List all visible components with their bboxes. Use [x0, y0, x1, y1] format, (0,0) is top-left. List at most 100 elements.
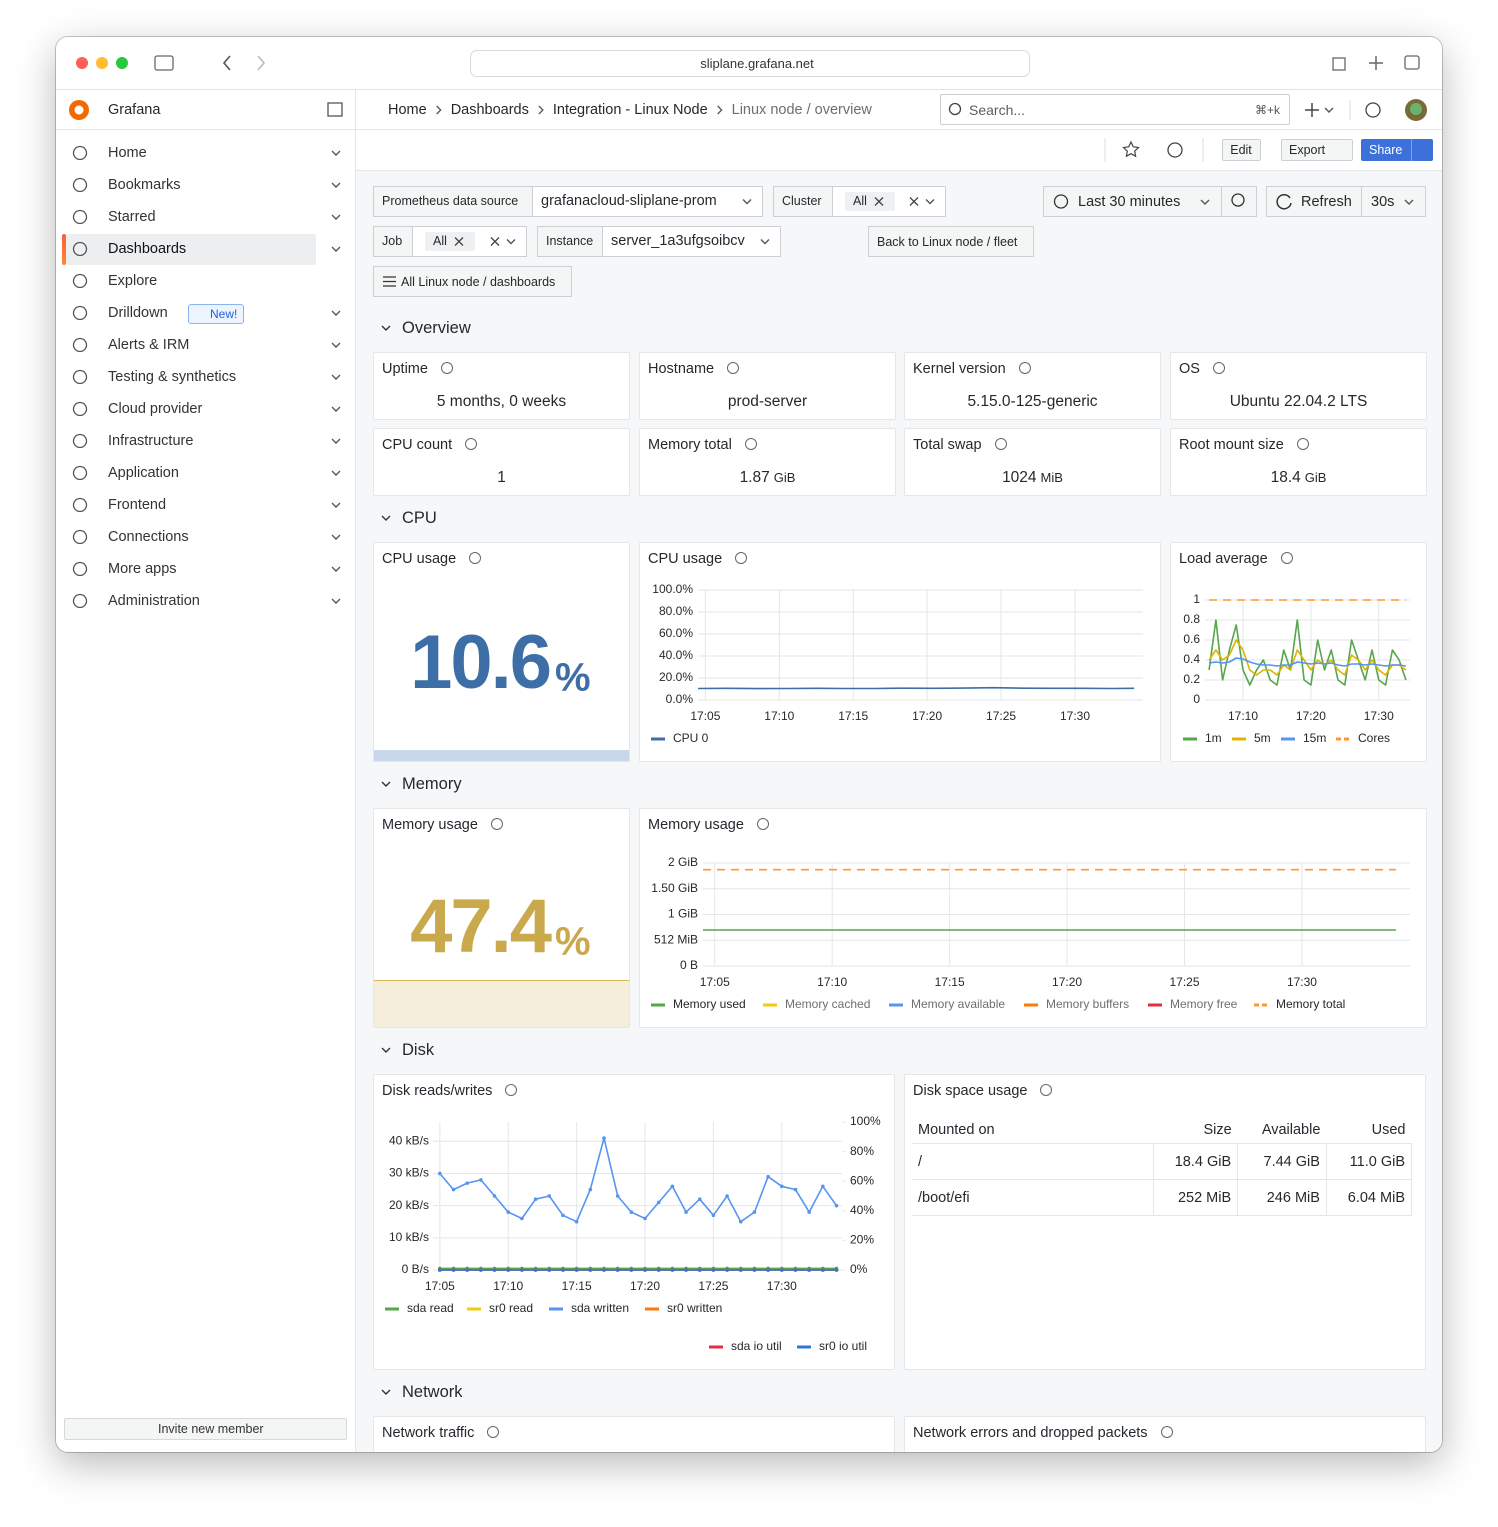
nav-item[interactable]: Frontend [108, 495, 166, 515]
disk-table: Mounted onSizeAvailableUsed/18.4 GiB7.44… [912, 1116, 1412, 1216]
dashboard-toolbar [356, 130, 1442, 171]
nav-item[interactable]: Dashboards [108, 239, 186, 259]
nav-item[interactable]: Infrastructure [108, 431, 193, 451]
info-icon [487, 1426, 499, 1438]
back-link: Back to Linux node / fleet [877, 232, 1017, 252]
nav-item[interactable]: Starred [108, 207, 156, 227]
nav-item[interactable]: Explore [108, 271, 157, 291]
breadcrumb[interactable]: Dashboards [451, 100, 529, 120]
row-title[interactable]: Disk [402, 1040, 434, 1060]
info-icon [1040, 1084, 1052, 1096]
variable-label: Instance [546, 231, 593, 251]
active-item-bar [62, 234, 66, 265]
stat-value: 18.4GiB [1171, 467, 1426, 489]
panel-header: Disk reads/writes [382, 1081, 517, 1101]
info-icon [441, 362, 453, 374]
panel-header: Memory usage [382, 815, 503, 835]
nav-item[interactable]: Application [108, 463, 179, 483]
panel-title: Network traffic [382, 1425, 474, 1441]
row-title[interactable]: Memory [402, 774, 462, 794]
nav-item[interactable]: Home [108, 143, 147, 163]
info-icon [757, 818, 769, 830]
panel: OSUbuntu 22.04.2 LTS [1170, 352, 1427, 420]
dashboards-link: All Linux node / dashboards [401, 272, 555, 292]
info-icon [505, 1084, 517, 1096]
info-icon [995, 438, 1007, 450]
stat-number: 1024 [1002, 469, 1036, 486]
panel-title: Kernel version [913, 361, 1006, 377]
panel-header: CPU usage [648, 549, 747, 569]
active-item-bg [66, 234, 316, 265]
variable-value: All [433, 231, 447, 251]
nav-item[interactable]: Administration [108, 591, 200, 611]
cpu-sparkline-fill [374, 750, 629, 761]
table-cell: 252 MiB [1153, 1180, 1237, 1216]
panel: Total swap 1024MiB [904, 428, 1161, 496]
panel-header: Total swap [913, 435, 1007, 455]
panel-title: Disk reads/writes [382, 1083, 492, 1099]
info-icon [1213, 362, 1225, 374]
stat-value: 5.15.0-125-generic [905, 391, 1160, 413]
panel-header: Hostname [648, 359, 739, 379]
stat-number: 5.15.0-125-generic [967, 393, 1097, 410]
info-icon [1281, 552, 1293, 564]
nav-item[interactable]: Cloud provider [108, 399, 202, 419]
panel: Load average [1170, 542, 1427, 762]
table-cell: /boot/efi [912, 1180, 1153, 1216]
column-header[interactable]: Used [1326, 1116, 1411, 1144]
edit-label: Edit [1230, 140, 1252, 160]
info-icon [1019, 362, 1031, 374]
table-cell: / [912, 1144, 1153, 1180]
panel-header: Network errors and dropped packets [913, 1423, 1173, 1443]
search-placeholder: Search... [969, 100, 1025, 120]
brand: Grafana [108, 100, 160, 120]
variable-value: grafanacloud-sliplane-prom [541, 191, 717, 211]
panel-title: Load average [1179, 551, 1268, 567]
nav-item[interactable]: Bookmarks [108, 175, 181, 195]
breadcrumb[interactable]: Integration - Linux Node [553, 100, 708, 120]
refresh-split [1361, 186, 1362, 217]
stat-value: 1024MiB [905, 467, 1160, 489]
column-header[interactable]: Size [1153, 1116, 1237, 1144]
variable-label: Job [382, 231, 402, 251]
stat-number: 5 months, 0 weeks [437, 393, 566, 410]
stat-number: 1.87 [740, 469, 770, 486]
info-icon [727, 362, 739, 374]
nav-item[interactable]: More apps [108, 559, 177, 579]
stat-value: 5 months, 0 weeks [374, 391, 629, 413]
panel: Disk reads/writes [373, 1074, 895, 1370]
info-icon [1297, 438, 1309, 450]
stat-value: 1 [374, 467, 629, 489]
column-header[interactable]: Mounted on [912, 1116, 1153, 1144]
panel-header: CPU count [382, 435, 477, 455]
stat-number: 18.4 [1271, 469, 1301, 486]
row-title[interactable]: Network [402, 1382, 463, 1402]
nav-item[interactable]: Testing & synthetics [108, 367, 236, 387]
panel-title: Memory total [648, 437, 732, 453]
panel: Memory total 1.87GiB [639, 428, 896, 496]
breadcrumb[interactable]: Home [388, 100, 427, 120]
nav-item[interactable]: Drilldown [108, 303, 168, 323]
panel-header: Load average [1179, 549, 1293, 569]
variable-label: Prometheus data source [382, 191, 518, 211]
row-title[interactable]: Overview [402, 318, 471, 338]
column-header[interactable]: Available [1238, 1116, 1327, 1144]
panel: CPU count 1 [373, 428, 630, 496]
table-cell: 6.04 MiB [1326, 1180, 1411, 1216]
stat-value: prod-server [640, 391, 895, 413]
variable-value: All [853, 191, 867, 211]
row-title[interactable]: CPU [402, 508, 437, 528]
stat-value: 1.87GiB [640, 467, 895, 489]
panel: Network traffic [373, 1416, 895, 1452]
stat-number: 1 [497, 469, 506, 486]
panel-title: Hostname [648, 361, 714, 377]
stat-number: prod-server [728, 393, 807, 410]
export-label: Export [1289, 140, 1325, 160]
nav-item[interactable]: Alerts & IRM [108, 335, 189, 355]
panel: Network errors and dropped packets [904, 1416, 1426, 1452]
variable-value: server_1a3ufgsoibcv [611, 231, 745, 251]
panel-title: Uptime [382, 361, 428, 377]
nav-item[interactable]: Connections [108, 527, 189, 547]
